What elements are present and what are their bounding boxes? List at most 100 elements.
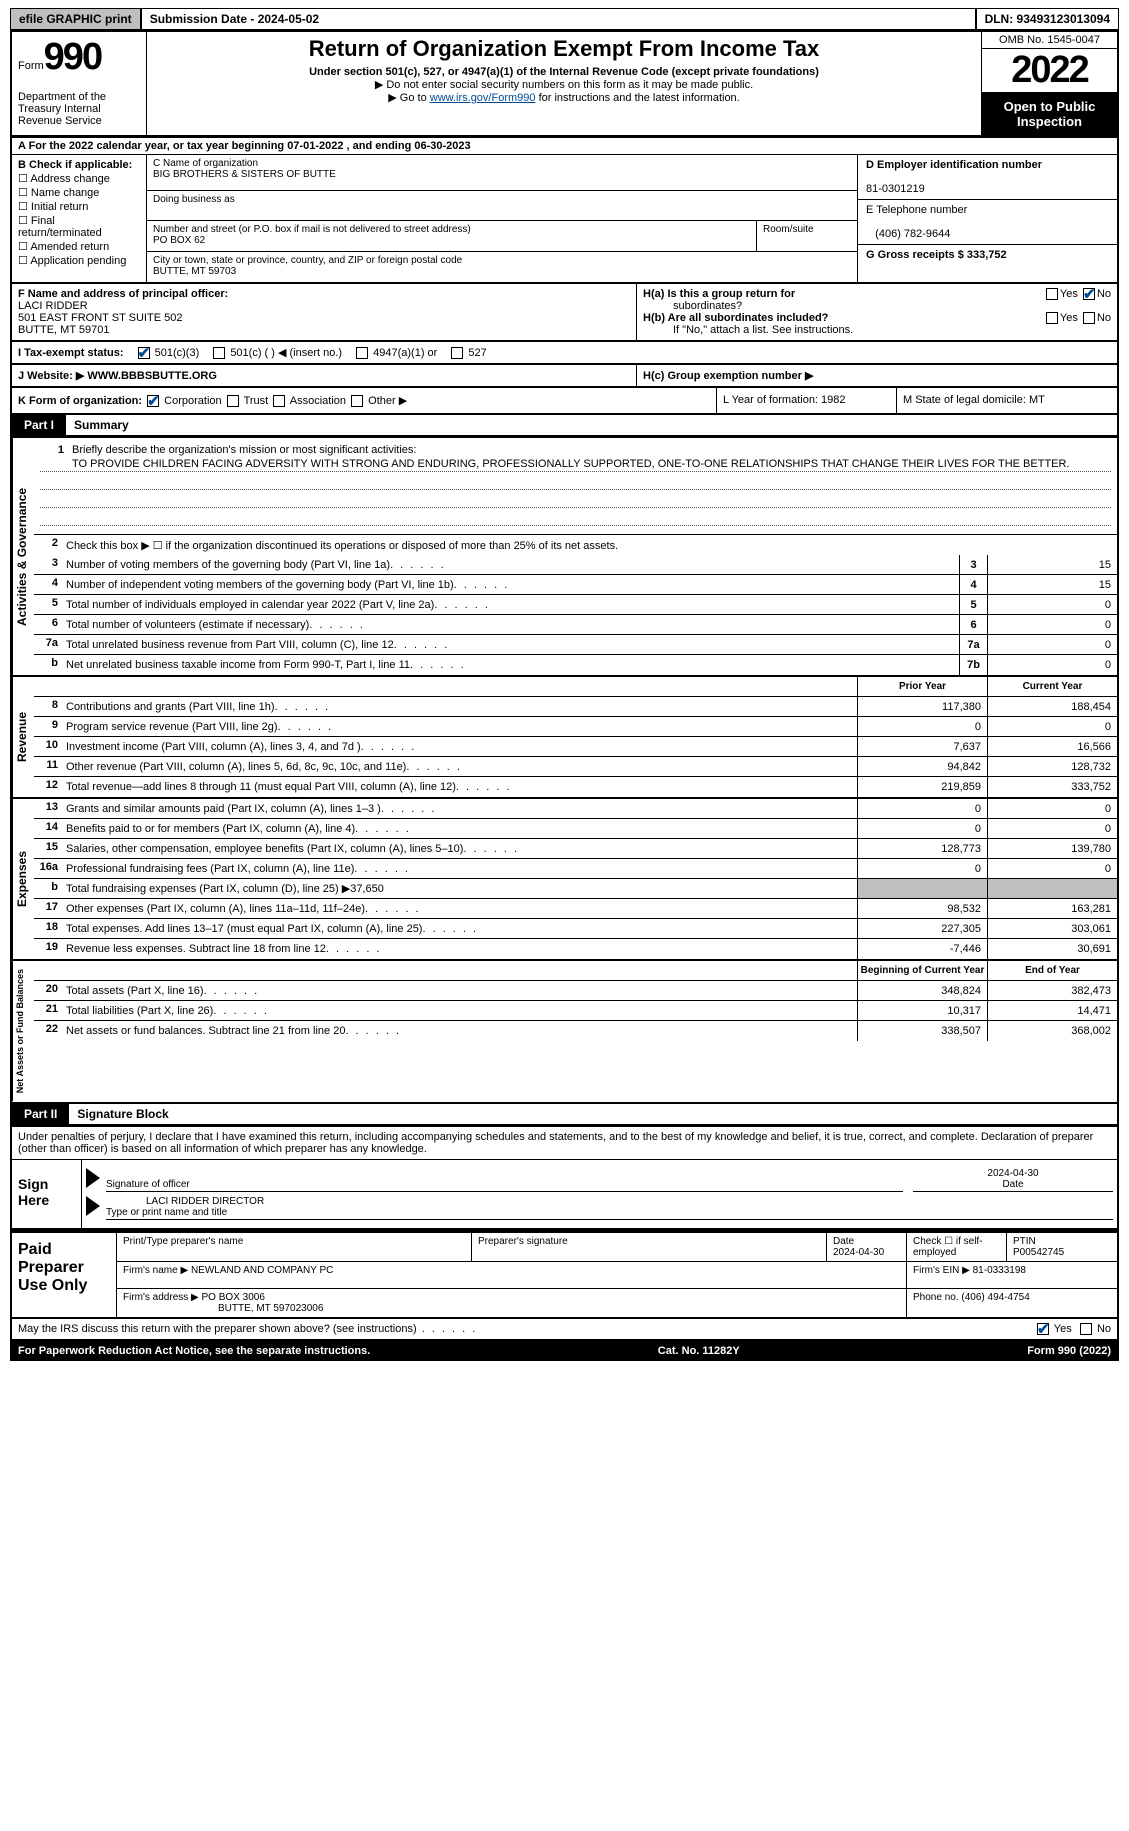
ha-no-checkbox[interactable] [1083,288,1095,300]
table-row: 6Total number of volunteers (estimate if… [34,615,1117,635]
ptin-val: P00542745 [1013,1247,1064,1258]
prep-date-val: 2024-04-30 [833,1247,884,1258]
city-value: BUTTE, MT 59703 [153,266,236,277]
discuss-no-checkbox[interactable] [1080,1323,1092,1335]
exp-tab: Expenses [12,799,34,959]
table-row: 4Number of independent voting members of… [34,575,1117,595]
form-subtitle: Under section 501(c), 527, or 4947(a)(1)… [155,66,973,78]
corp-checkbox[interactable] [147,395,159,407]
501c-checkbox[interactable] [213,347,225,359]
table-row: 15Salaries, other compensation, employee… [34,839,1117,859]
sig-date-label: Date [1002,1179,1023,1190]
city-label: City or town, state or province, country… [153,255,462,266]
table-row: 17Other expenses (Part IX, column (A), l… [34,899,1117,919]
ha-sub: subordinates? [643,300,1111,312]
officer-label: F Name and address of principal officer: [18,288,228,300]
arrow-icon [86,1168,100,1188]
sig-officer-label: Signature of officer [106,1179,190,1190]
website-row: J Website: ▶ WWW.BBBSBUTTE.ORG H(c) Grou… [10,365,1119,388]
firm-name-label: Firm's name ▶ [123,1265,188,1276]
open-to-public: Open to Public Inspection [982,93,1117,135]
table-row: bNet unrelated business taxable income f… [34,655,1117,675]
sig-name-label: Type or print name and title [106,1207,227,1218]
self-employed-check[interactable]: Check ☐ if self-employed [907,1233,1007,1261]
name-change-checkbox[interactable]: ☐ Name change [18,186,140,199]
begin-year-hdr: Beginning of Current Year [857,961,987,980]
prep-sig-hdr: Preparer's signature [472,1233,827,1261]
prior-year-hdr: Prior Year [857,677,987,696]
table-row: 18Total expenses. Add lines 13–17 (must … [34,919,1117,939]
dln-label: DLN: 93493123013094 [976,8,1119,30]
end-year-hdr: End of Year [987,961,1117,980]
table-row: 14Benefits paid to or for members (Part … [34,819,1117,839]
section-b: B Check if applicable: ☐ Address change … [10,155,1119,284]
part1-num: Part I [12,415,66,435]
hb-label: H(b) Are all subordinates included? [643,312,828,324]
amended-return-checkbox[interactable]: ☐ Amended return [18,240,140,253]
hc-label: H(c) Group exemption number ▶ [643,370,813,382]
table-row: 11Other revenue (Part VIII, column (A), … [34,757,1117,777]
paid-preparer-section: Paid Preparer Use Only Print/Type prepar… [10,1230,1119,1319]
initial-return-checkbox[interactable]: ☐ Initial return [18,200,140,213]
form-label: Form [18,60,44,72]
ha-label: H(a) Is this a group return for [643,288,795,300]
irs-link[interactable]: www.irs.gov/Form990 [430,92,536,104]
sig-name-val: LACI RIDDER DIRECTOR [106,1196,1113,1207]
firm-addr1: PO BOX 3006 [202,1292,265,1303]
curr-year-hdr: Current Year [987,677,1117,696]
sign-here-label: Sign Here [12,1160,82,1228]
officer-addr2: BUTTE, MT 59701 [18,324,110,336]
ptin-hdr: PTIN [1013,1236,1036,1247]
phone-value: (406) 782-9644 [875,228,950,240]
hb-yes-checkbox[interactable] [1046,312,1058,324]
part1-title: Summary [66,415,137,435]
trust-checkbox[interactable] [227,395,239,407]
footer-mid: Cat. No. 11282Y [658,1345,740,1357]
section-b-label: B Check if applicable: [18,159,132,171]
goto-note: ▶ Go to www.irs.gov/Form990 for instruct… [155,91,973,104]
527-checkbox[interactable] [451,347,463,359]
4947-checkbox[interactable] [356,347,368,359]
mission-question: Briefly describe the organization's miss… [68,442,1111,458]
prep-name-hdr: Print/Type preparer's name [117,1233,472,1261]
footer-left: For Paperwork Reduction Act Notice, see … [18,1345,370,1357]
table-row: 3Number of voting members of the governi… [34,555,1117,575]
section-fh: F Name and address of principal officer:… [10,284,1119,342]
table-row: 13Grants and similar amounts paid (Part … [34,799,1117,819]
state-domicile: M State of legal domicile: MT [897,388,1117,413]
hb-no-checkbox[interactable] [1083,312,1095,324]
phone-label: E Telephone number [866,204,967,216]
omb-number: OMB No. 1545-0047 [982,32,1117,49]
final-return-checkbox[interactable]: ☐ Final return/terminated [18,214,140,239]
part1-header: Part I Summary [10,415,1119,438]
efile-print-button[interactable]: efile GRAPHIC print [10,8,141,30]
expenses-section: Expenses 13Grants and similar amounts pa… [10,799,1119,961]
dba-label: Doing business as [153,194,235,205]
firm-ein-val: 81-0333198 [973,1265,1026,1276]
submission-date: Submission Date - 2024-05-02 [141,8,976,30]
ein-label: D Employer identification number [866,159,1042,171]
addr-change-checkbox[interactable]: ☐ Address change [18,172,140,185]
table-row: 10Investment income (Part VIII, column (… [34,737,1117,757]
firm-name-val: NEWLAND AND COMPANY PC [191,1265,333,1276]
table-row: 12Total revenue—add lines 8 through 11 (… [34,777,1117,797]
tax-exempt-row: I Tax-exempt status: 501(c)(3) 501(c) ( … [10,342,1119,365]
year-formation: L Year of formation: 1982 [717,388,897,413]
sig-date-val: 2024-04-30 [987,1168,1038,1179]
part2-num: Part II [12,1104,69,1124]
paid-preparer-label: Paid Preparer Use Only [12,1233,117,1317]
ha-yes-checkbox[interactable] [1046,288,1058,300]
addr-value: PO BOX 62 [153,235,205,246]
table-row: 9Program service revenue (Part VIII, lin… [34,717,1117,737]
dept-label: Department of the Treasury Internal Reve… [18,91,140,127]
page-footer: For Paperwork Reduction Act Notice, see … [10,1341,1119,1361]
other-checkbox[interactable] [351,395,363,407]
q2-text: Check this box ▶ ☐ if the organization d… [62,535,1117,555]
table-row: 8Contributions and grants (Part VIII, li… [34,697,1117,717]
app-pending-checkbox[interactable]: ☐ Application pending [18,254,140,267]
discuss-yes-checkbox[interactable] [1037,1323,1049,1335]
sign-here-section: Sign Here Signature of officer 2024-04-3… [10,1160,1119,1230]
501c3-checkbox[interactable] [138,347,150,359]
ssn-note: ▶ Do not enter social security numbers o… [155,78,973,91]
assoc-checkbox[interactable] [273,395,285,407]
